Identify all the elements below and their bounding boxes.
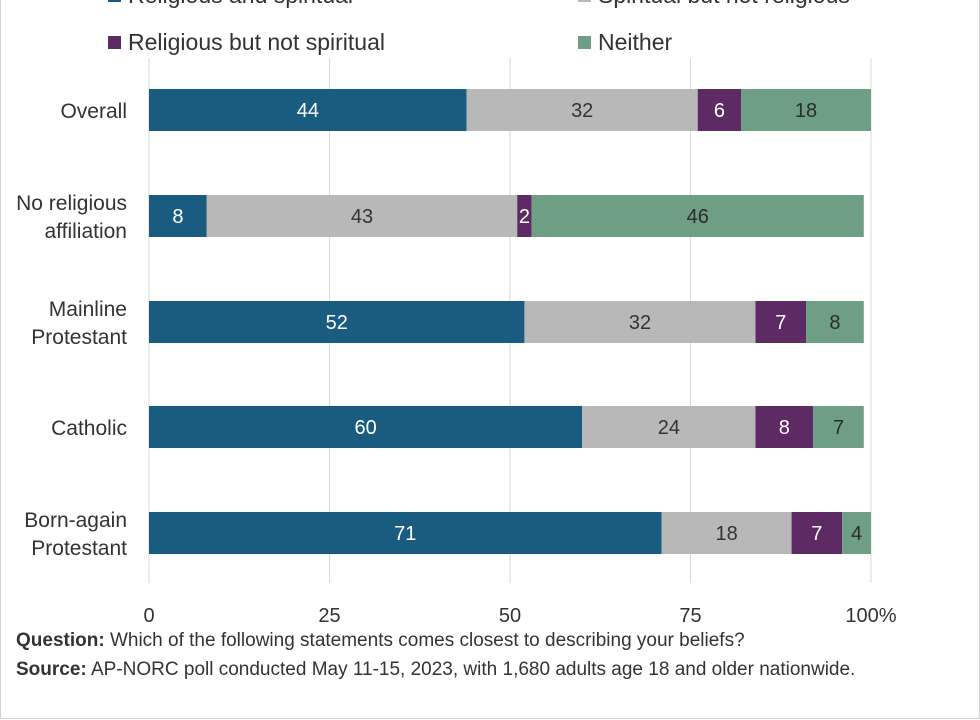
- bar-segment: [149, 406, 583, 448]
- question-text: Which of the following statements comes …: [104, 630, 745, 651]
- legend-label-religious-and-spiritual: Religious and spiritual: [128, 0, 353, 8]
- bar-segment: [842, 512, 871, 554]
- data-label: 43: [351, 206, 373, 228]
- data-label: 6: [714, 100, 725, 122]
- source-label: Source:: [16, 659, 87, 680]
- legend-label-religious-but-not-spiritual: Religious but not spiritual: [128, 29, 385, 55]
- x-tick-label: 0: [143, 605, 154, 627]
- bar-segment: [524, 301, 756, 343]
- legend-item-religious-and-spiritual: Religious and spiritual: [108, 0, 353, 9]
- category-label: Protestant: [31, 326, 127, 349]
- category-label: Mainline: [49, 298, 127, 321]
- bar-segment: [517, 195, 532, 237]
- category-label: Overall: [60, 100, 127, 123]
- footer-question: Question: Which of the following stateme…: [16, 626, 966, 655]
- bar-segment: [813, 406, 864, 448]
- data-label: 8: [172, 206, 183, 228]
- footer-source: Source: AP-NORC poll conducted May 11-15…: [16, 655, 966, 684]
- legend-item-neither: Neither: [578, 29, 672, 56]
- category-label: Catholic: [51, 417, 127, 440]
- x-tick-label: 50: [499, 605, 521, 627]
- bar-segment: [149, 301, 525, 343]
- data-label: 4: [851, 523, 862, 545]
- bar-segment: [755, 301, 807, 343]
- data-label: 18: [795, 100, 817, 122]
- legend-swatch-neither: [578, 36, 591, 49]
- legend-swatch-religious-and-spiritual: [108, 0, 121, 2]
- legend-item-religious-but-not-spiritual: Religious but not spiritual: [108, 29, 385, 56]
- data-label: 44: [297, 100, 319, 122]
- data-label: 7: [811, 523, 822, 545]
- bar-segment: [466, 89, 698, 131]
- bar-segment: [582, 406, 756, 448]
- bar-segment: [791, 512, 843, 554]
- category-label: affiliation: [44, 220, 127, 243]
- legend-label-neither: Neither: [598, 29, 673, 55]
- legend-swatch-religious-but-not-spiritual: [108, 36, 121, 49]
- bar-segment: [697, 89, 742, 131]
- legend-label-spiritual-but-not-religious: Spiritual but not religious: [598, 0, 850, 8]
- bar-segment: [149, 89, 467, 131]
- data-label: 60: [354, 417, 376, 439]
- bar-segment: [149, 512, 662, 554]
- legend-swatch-spiritual-but-not-religious: [578, 0, 591, 2]
- bar-segment: [755, 406, 814, 448]
- category-label: Born-again: [24, 509, 127, 532]
- bar-segment: [806, 301, 864, 343]
- data-label: 71: [394, 523, 416, 545]
- data-label: 8: [829, 312, 840, 334]
- bar-segment: [741, 89, 871, 131]
- category-label: No religious: [16, 192, 127, 215]
- data-label: 2: [519, 206, 530, 228]
- data-label: 52: [326, 312, 348, 334]
- bar-segment: [661, 512, 792, 554]
- data-label: 32: [571, 100, 593, 122]
- legend-item-spiritual-but-not-religious: Spiritual but not religious: [578, 0, 850, 9]
- bar-segment: [149, 195, 207, 237]
- data-label: 18: [715, 523, 737, 545]
- data-label: 8: [779, 417, 790, 439]
- category-label: Protestant: [31, 537, 127, 560]
- data-label: 7: [775, 312, 786, 334]
- data-label: 32: [629, 312, 651, 334]
- bar-segment: [206, 195, 518, 237]
- data-label: 7: [833, 417, 844, 439]
- x-tick-label: 25: [318, 605, 340, 627]
- question-label: Question:: [16, 630, 105, 651]
- data-label: 46: [687, 206, 709, 228]
- source-text: AP-NORC poll conducted May 11-15, 2023, …: [86, 659, 856, 680]
- x-tick-label: 75: [679, 605, 701, 627]
- bar-segment: [531, 195, 864, 237]
- x-tick-label: 100%: [845, 605, 896, 627]
- data-label: 24: [658, 417, 680, 439]
